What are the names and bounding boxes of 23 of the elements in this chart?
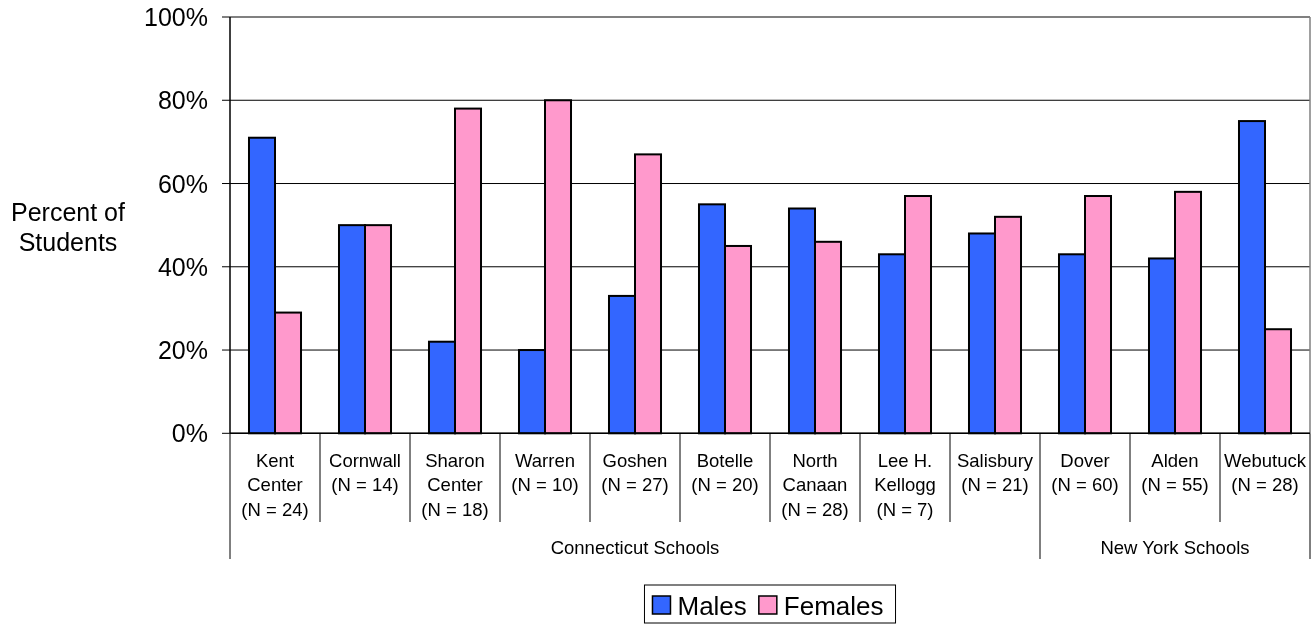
x-tick-label: North Canaan (N = 28)	[781, 449, 849, 520]
x-tick-label: Alden (N = 55)	[1141, 449, 1209, 495]
text: New York Schools	[1100, 537, 1250, 558]
x-tick-label: Webutuck (N = 28)	[1224, 449, 1307, 495]
x-tick-label: Kent Center (N = 24)	[241, 449, 309, 520]
y-tick-label: 80%	[157, 86, 208, 115]
x-tick-label: Sharon Center (N = 18)	[421, 449, 489, 520]
y-axis-title: Percent of Students	[11, 198, 126, 257]
x-tick-label: Salisbury (N = 21)	[956, 449, 1034, 495]
legend-label: Males	[677, 591, 747, 621]
y-tick-label: 0%	[171, 419, 208, 448]
x-tick-label: Goshen (N = 27)	[601, 449, 669, 495]
x-tick-label: Warren (N = 10)	[511, 449, 579, 495]
text: Connecticut Schools	[550, 537, 720, 558]
y-tick-label: 60%	[157, 169, 208, 198]
x-tick-label: Lee H. Kellogg (N = 7)	[874, 449, 936, 520]
legend-label: Females	[783, 591, 884, 621]
x-tick-label: Cornwall (N = 14)	[329, 449, 401, 495]
y-tick-label: 40%	[157, 252, 208, 281]
y-tick-label: 100%	[144, 3, 208, 31]
x-tick-label: Botelle (N = 20)	[691, 449, 759, 495]
x-tick-label: Dover (N = 60)	[1051, 449, 1119, 495]
y-tick-label: 20%	[157, 336, 208, 365]
